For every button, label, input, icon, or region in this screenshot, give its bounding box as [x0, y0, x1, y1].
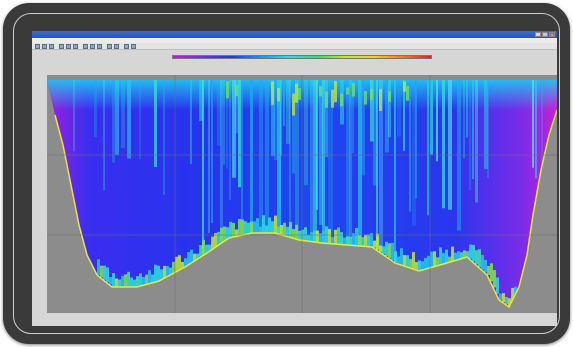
- close-button[interactable]: ×: [549, 32, 555, 37]
- device-bezel: [13, 13, 560, 334]
- cursor-icon[interactable]: [83, 44, 88, 49]
- refresh-icon[interactable]: [124, 44, 129, 49]
- export-icon[interactable]: [107, 44, 112, 49]
- maximize-button[interactable]: □: [542, 32, 548, 37]
- grid-icon[interactable]: [97, 44, 102, 49]
- minimize-button[interactable]: _: [535, 32, 541, 37]
- help-icon[interactable]: [131, 44, 136, 49]
- toolbar: [32, 43, 557, 50]
- window-titlebar[interactable]: _ □ ×: [32, 31, 557, 38]
- print-icon[interactable]: [49, 44, 54, 49]
- colorbar-legend: [172, 55, 432, 59]
- application-window: _ □ ×: [32, 31, 557, 326]
- pan-icon[interactable]: [73, 44, 78, 49]
- velocity-profile-plot[interactable]: [47, 75, 557, 313]
- save-icon[interactable]: [42, 44, 47, 49]
- menu-bar: [32, 38, 557, 43]
- window-controls: _ □ ×: [535, 32, 555, 37]
- measure-icon[interactable]: [90, 44, 95, 49]
- settings-icon[interactable]: [114, 44, 119, 49]
- profile-svg: [47, 75, 557, 313]
- open-icon[interactable]: [35, 44, 40, 49]
- zoom-in-icon[interactable]: [59, 44, 64, 49]
- zoom-out-icon[interactable]: [66, 44, 71, 49]
